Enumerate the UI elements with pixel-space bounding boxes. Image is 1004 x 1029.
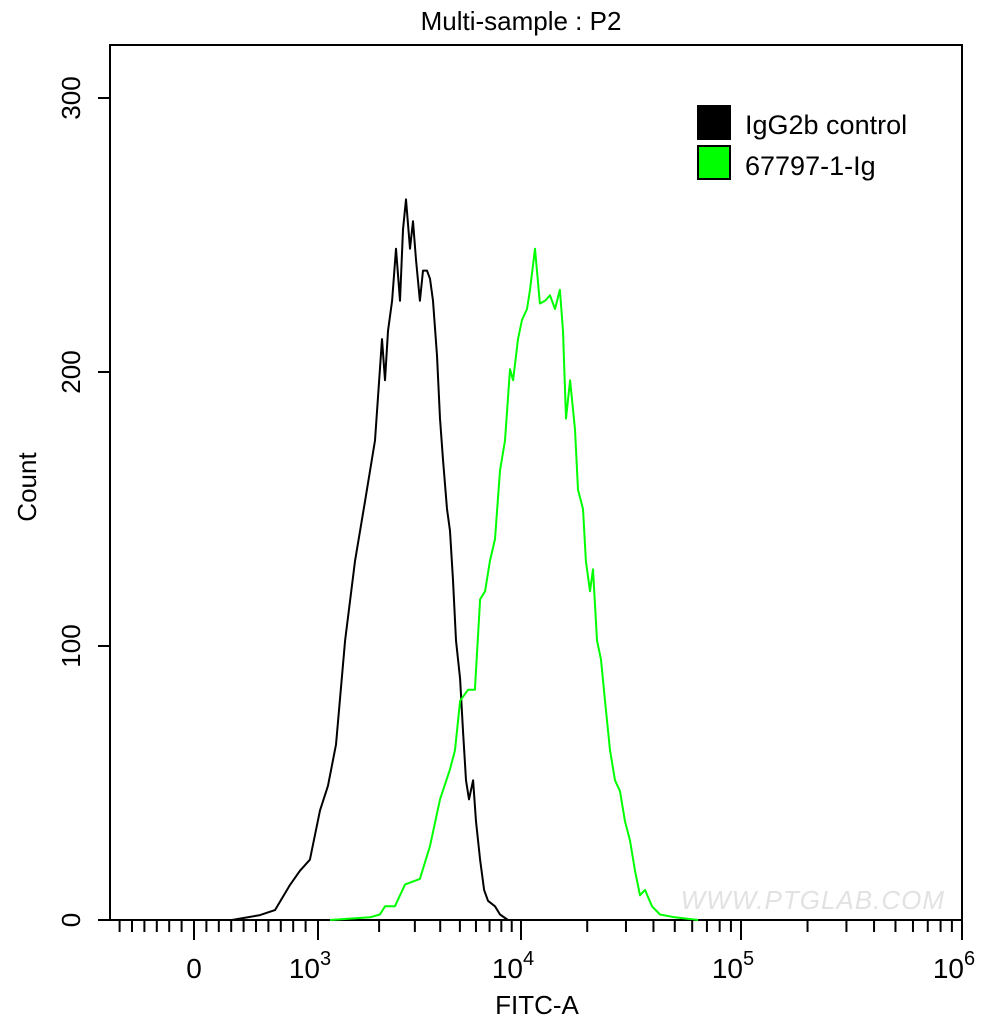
legend-swatch-67797 <box>697 145 731 180</box>
x-tick-label: 0 <box>186 953 202 984</box>
y-axis: 0 100 200 300 <box>56 76 110 927</box>
x-tick-label: 106 <box>933 948 975 984</box>
series-line-0 <box>231 198 509 921</box>
y-tick-label: 300 <box>56 76 86 119</box>
x-axis: 0 103 104 105 106 <box>118 920 975 984</box>
y-tick-label: 100 <box>56 624 86 667</box>
x-axis-label: FITC-A <box>495 990 579 1020</box>
legend-swatch-igg2b <box>697 105 731 140</box>
legend-label-igg2b: IgG2b control <box>745 110 907 140</box>
plot-frame <box>109 44 963 921</box>
y-tick-label: 0 <box>56 913 86 927</box>
watermark: WWW.PTGLAB.COM <box>681 885 945 915</box>
legend-label-67797: 67797-1-Ig <box>745 151 876 181</box>
series-line-1 <box>329 247 699 921</box>
chart-title: Multi-sample : P2 <box>421 6 622 36</box>
x-tick-label: 103 <box>289 948 331 984</box>
y-tick-label: 200 <box>56 350 86 393</box>
legend: IgG2b control 67797-1-Ig <box>697 105 907 181</box>
y-axis-label: Count <box>12 452 42 522</box>
series-layer <box>231 198 699 921</box>
x-tick-label: 105 <box>712 948 754 984</box>
x-tick-label: 104 <box>492 948 534 984</box>
